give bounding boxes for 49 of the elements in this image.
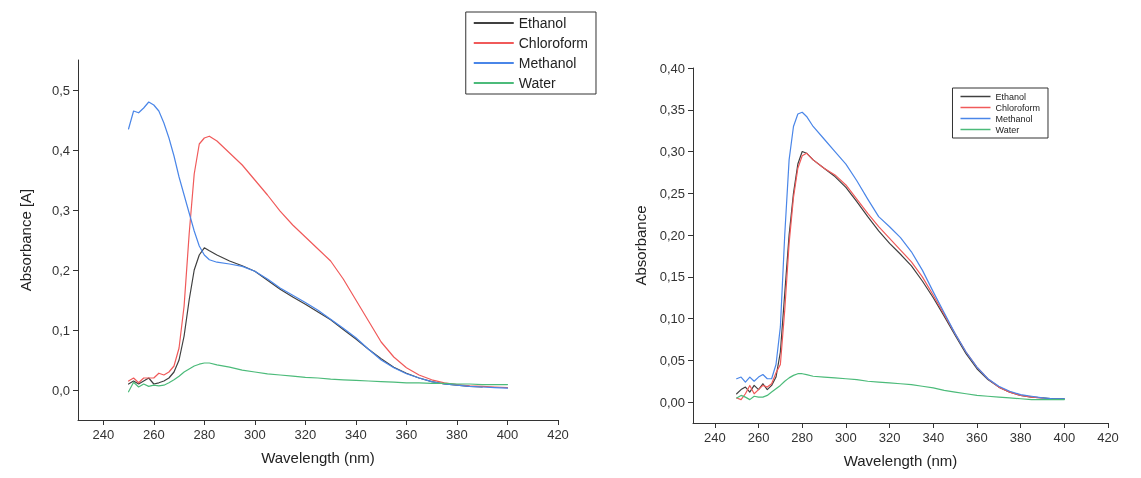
- y-tick-label: 0,00: [659, 394, 685, 410]
- x-tick-label: 240: [92, 427, 115, 442]
- x-tick-label: 360: [966, 430, 988, 445]
- legend-label: Water: [518, 75, 556, 91]
- y-axis-title: Absorbance [A]: [17, 188, 34, 292]
- y-tick-label: 0,3: [51, 202, 70, 218]
- y-tick-label: 0,10: [659, 311, 685, 327]
- x-axis-title: Wavelength (nm): [261, 449, 375, 466]
- x-tick-label: 300: [243, 427, 266, 442]
- x-tick-label: 320: [878, 430, 901, 445]
- y-tick-label: 0,30: [659, 144, 685, 160]
- x-tick-label: 300: [835, 430, 857, 445]
- legend-label: Methanol: [995, 113, 1033, 124]
- x-tick-label: 380: [446, 427, 468, 442]
- legend-label: Ethanol: [995, 91, 1027, 102]
- x-tick-label: 280: [791, 430, 814, 445]
- y-axis-title: Absorbance: [632, 205, 649, 286]
- y-tick-label: 0,5: [51, 82, 70, 98]
- y-tick-label: 0,20: [659, 227, 685, 243]
- legend-label: Water: [995, 124, 1020, 135]
- x-tick-label: 260: [747, 430, 770, 445]
- y-tick-label: 0,1: [51, 322, 70, 338]
- y-tick-label: 0,25: [659, 185, 685, 201]
- y-tick-label: 0,4: [51, 142, 70, 158]
- x-axis-title: Wavelength (nm): [843, 452, 958, 469]
- y-tick-label: 0,40: [659, 60, 685, 76]
- x-tick-label: 260: [142, 427, 165, 442]
- x-tick-label: 340: [922, 430, 945, 445]
- legend-label: Chloroform: [518, 35, 589, 51]
- x-tick-label: 320: [294, 427, 317, 442]
- x-tick-label: 280: [193, 427, 216, 442]
- x-tick-label: 420: [547, 427, 569, 442]
- y-tick-label: 0,0: [51, 382, 70, 398]
- y-tick-label: 0,35: [659, 102, 685, 118]
- legend-label: Methanol: [518, 55, 577, 71]
- x-tick-label: 400: [1053, 430, 1076, 445]
- legend-label: Chloroform: [995, 102, 1040, 113]
- line-series: [127, 362, 509, 393]
- line-series: [736, 373, 1065, 401]
- x-tick-label: 380: [1009, 430, 1032, 445]
- y-tick-label: 0,15: [659, 269, 685, 285]
- y-tick-label: 0,05: [659, 352, 685, 368]
- x-tick-label: 360: [395, 427, 418, 442]
- x-tick-label: 340: [345, 427, 367, 442]
- x-tick-label: 400: [496, 427, 519, 442]
- x-tick-label: 240: [703, 430, 726, 445]
- legend-label: Ethanol: [518, 15, 567, 31]
- y-tick-label: 0,2: [51, 262, 70, 278]
- x-tick-label: 420: [1097, 430, 1119, 445]
